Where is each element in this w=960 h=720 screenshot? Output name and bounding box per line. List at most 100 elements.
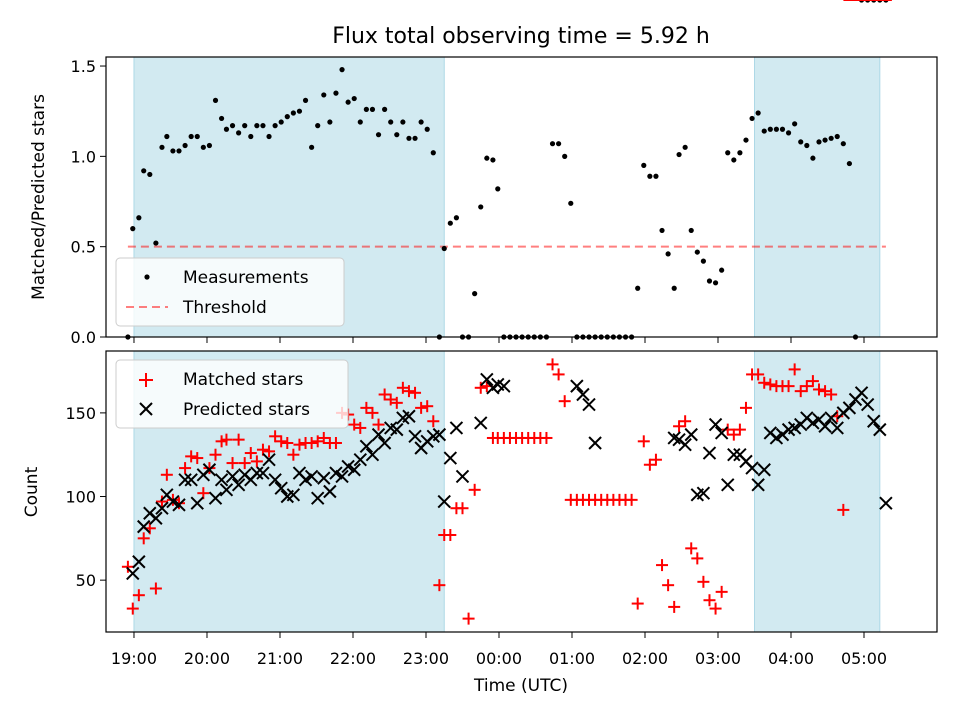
measurement-point <box>816 139 822 145</box>
measurement-point <box>339 67 345 73</box>
measurement-point <box>369 106 376 112</box>
matched-point <box>220 433 233 446</box>
measurement-point <box>223 126 230 132</box>
measurement-point <box>164 133 170 140</box>
matched-point <box>354 421 367 434</box>
matched-point <box>238 457 251 470</box>
measurement-point <box>212 97 219 103</box>
matched-point <box>263 445 276 458</box>
matched-point <box>132 589 145 602</box>
predicted-point <box>219 483 234 497</box>
matched-point <box>191 452 204 465</box>
y-tick-label: 1.0 <box>71 147 96 166</box>
measurement-point <box>840 141 846 147</box>
predicted-point <box>678 437 692 452</box>
x-tick-label: 01:00 <box>549 649 595 668</box>
bottom-panel: 50 100 150 Count Matched stars Predicted s… <box>22 0 938 638</box>
measurement-point <box>345 99 351 105</box>
predicted-point <box>149 511 163 525</box>
measurement-point <box>725 150 731 156</box>
measurement-point <box>333 90 339 96</box>
measurement-point <box>388 119 394 125</box>
measurement-point <box>351 95 357 102</box>
matched-point <box>305 436 318 449</box>
matched-point <box>396 381 409 394</box>
predicted-point <box>588 436 602 450</box>
y-tick-label: 150 <box>65 404 96 423</box>
top-legend-box <box>115 257 345 327</box>
matched-point <box>179 462 192 475</box>
matched-point <box>758 376 771 389</box>
predicted-point <box>202 463 217 477</box>
measurement-point <box>242 123 248 129</box>
matched-point <box>433 579 446 592</box>
matched-point <box>679 415 692 428</box>
predicted-point <box>721 478 735 492</box>
predicted-point <box>347 463 361 477</box>
measurement-point <box>309 144 315 150</box>
top-legend: Measurements Threshold <box>115 257 345 327</box>
predicted-point <box>576 387 590 402</box>
measurement-point <box>731 157 737 163</box>
legend-predicted-marker <box>139 402 153 416</box>
matched-point <box>390 396 403 409</box>
matched-point <box>764 378 777 391</box>
measurement-point <box>659 227 665 234</box>
measurement-point <box>218 115 225 122</box>
measurement-point <box>490 157 496 163</box>
legend-measurements-label: Measurements <box>183 268 309 288</box>
measurement-point <box>719 267 725 273</box>
matched-point <box>806 375 819 388</box>
measurement-point <box>206 142 213 149</box>
matched-point <box>427 415 440 428</box>
bottom-plot-frame <box>105 350 938 633</box>
matched-point <box>673 420 686 433</box>
predicted-point <box>432 427 447 442</box>
predicted-point <box>818 419 832 433</box>
x-tick-label: 03:00 <box>695 649 741 668</box>
top-plot-frame <box>105 56 938 338</box>
predicted-point <box>256 466 270 480</box>
measurement-point <box>363 106 369 112</box>
predicted-point <box>371 427 386 442</box>
matched-point <box>540 431 553 444</box>
bottom-y-axis-label: Count <box>22 466 42 517</box>
legend-threshold-label: Threshold <box>182 298 267 318</box>
matched-point <box>709 602 722 615</box>
matched-point <box>155 495 168 508</box>
matched-point <box>631 597 644 610</box>
measurement-point <box>749 115 755 122</box>
measurement-point <box>194 133 200 140</box>
x-tick-label: 20:00 <box>184 649 230 668</box>
measurement-point <box>284 114 290 120</box>
matched-point <box>739 401 752 414</box>
measurement-point <box>472 291 478 297</box>
measurement-point <box>400 119 406 125</box>
predicted-point <box>231 478 246 492</box>
matched-point <box>275 435 288 448</box>
measurement-point <box>153 240 159 246</box>
predicted-point <box>408 429 422 444</box>
matched-point <box>197 487 210 500</box>
x-tick-label: 05:00 <box>841 649 887 668</box>
y-tick-label: 100 <box>65 488 96 507</box>
measurement-point <box>810 155 816 161</box>
measurement-point <box>136 215 142 221</box>
predicted-point <box>310 491 325 505</box>
predicted-point <box>860 397 875 412</box>
predicted-point <box>323 484 337 499</box>
x-axis-label: Time (UTC) <box>473 676 568 696</box>
predicted-point <box>166 494 180 509</box>
measurement-point <box>266 133 272 140</box>
measurement-point <box>478 204 484 210</box>
predicted-point <box>353 453 367 467</box>
measurement-point <box>315 123 321 129</box>
measurement-point <box>743 137 749 143</box>
predicted-point <box>684 427 698 442</box>
measurement-point <box>260 123 266 129</box>
matched-point <box>360 401 373 414</box>
measurement-point <box>176 148 182 154</box>
matched-point <box>137 532 150 545</box>
predicted-point <box>702 446 717 460</box>
